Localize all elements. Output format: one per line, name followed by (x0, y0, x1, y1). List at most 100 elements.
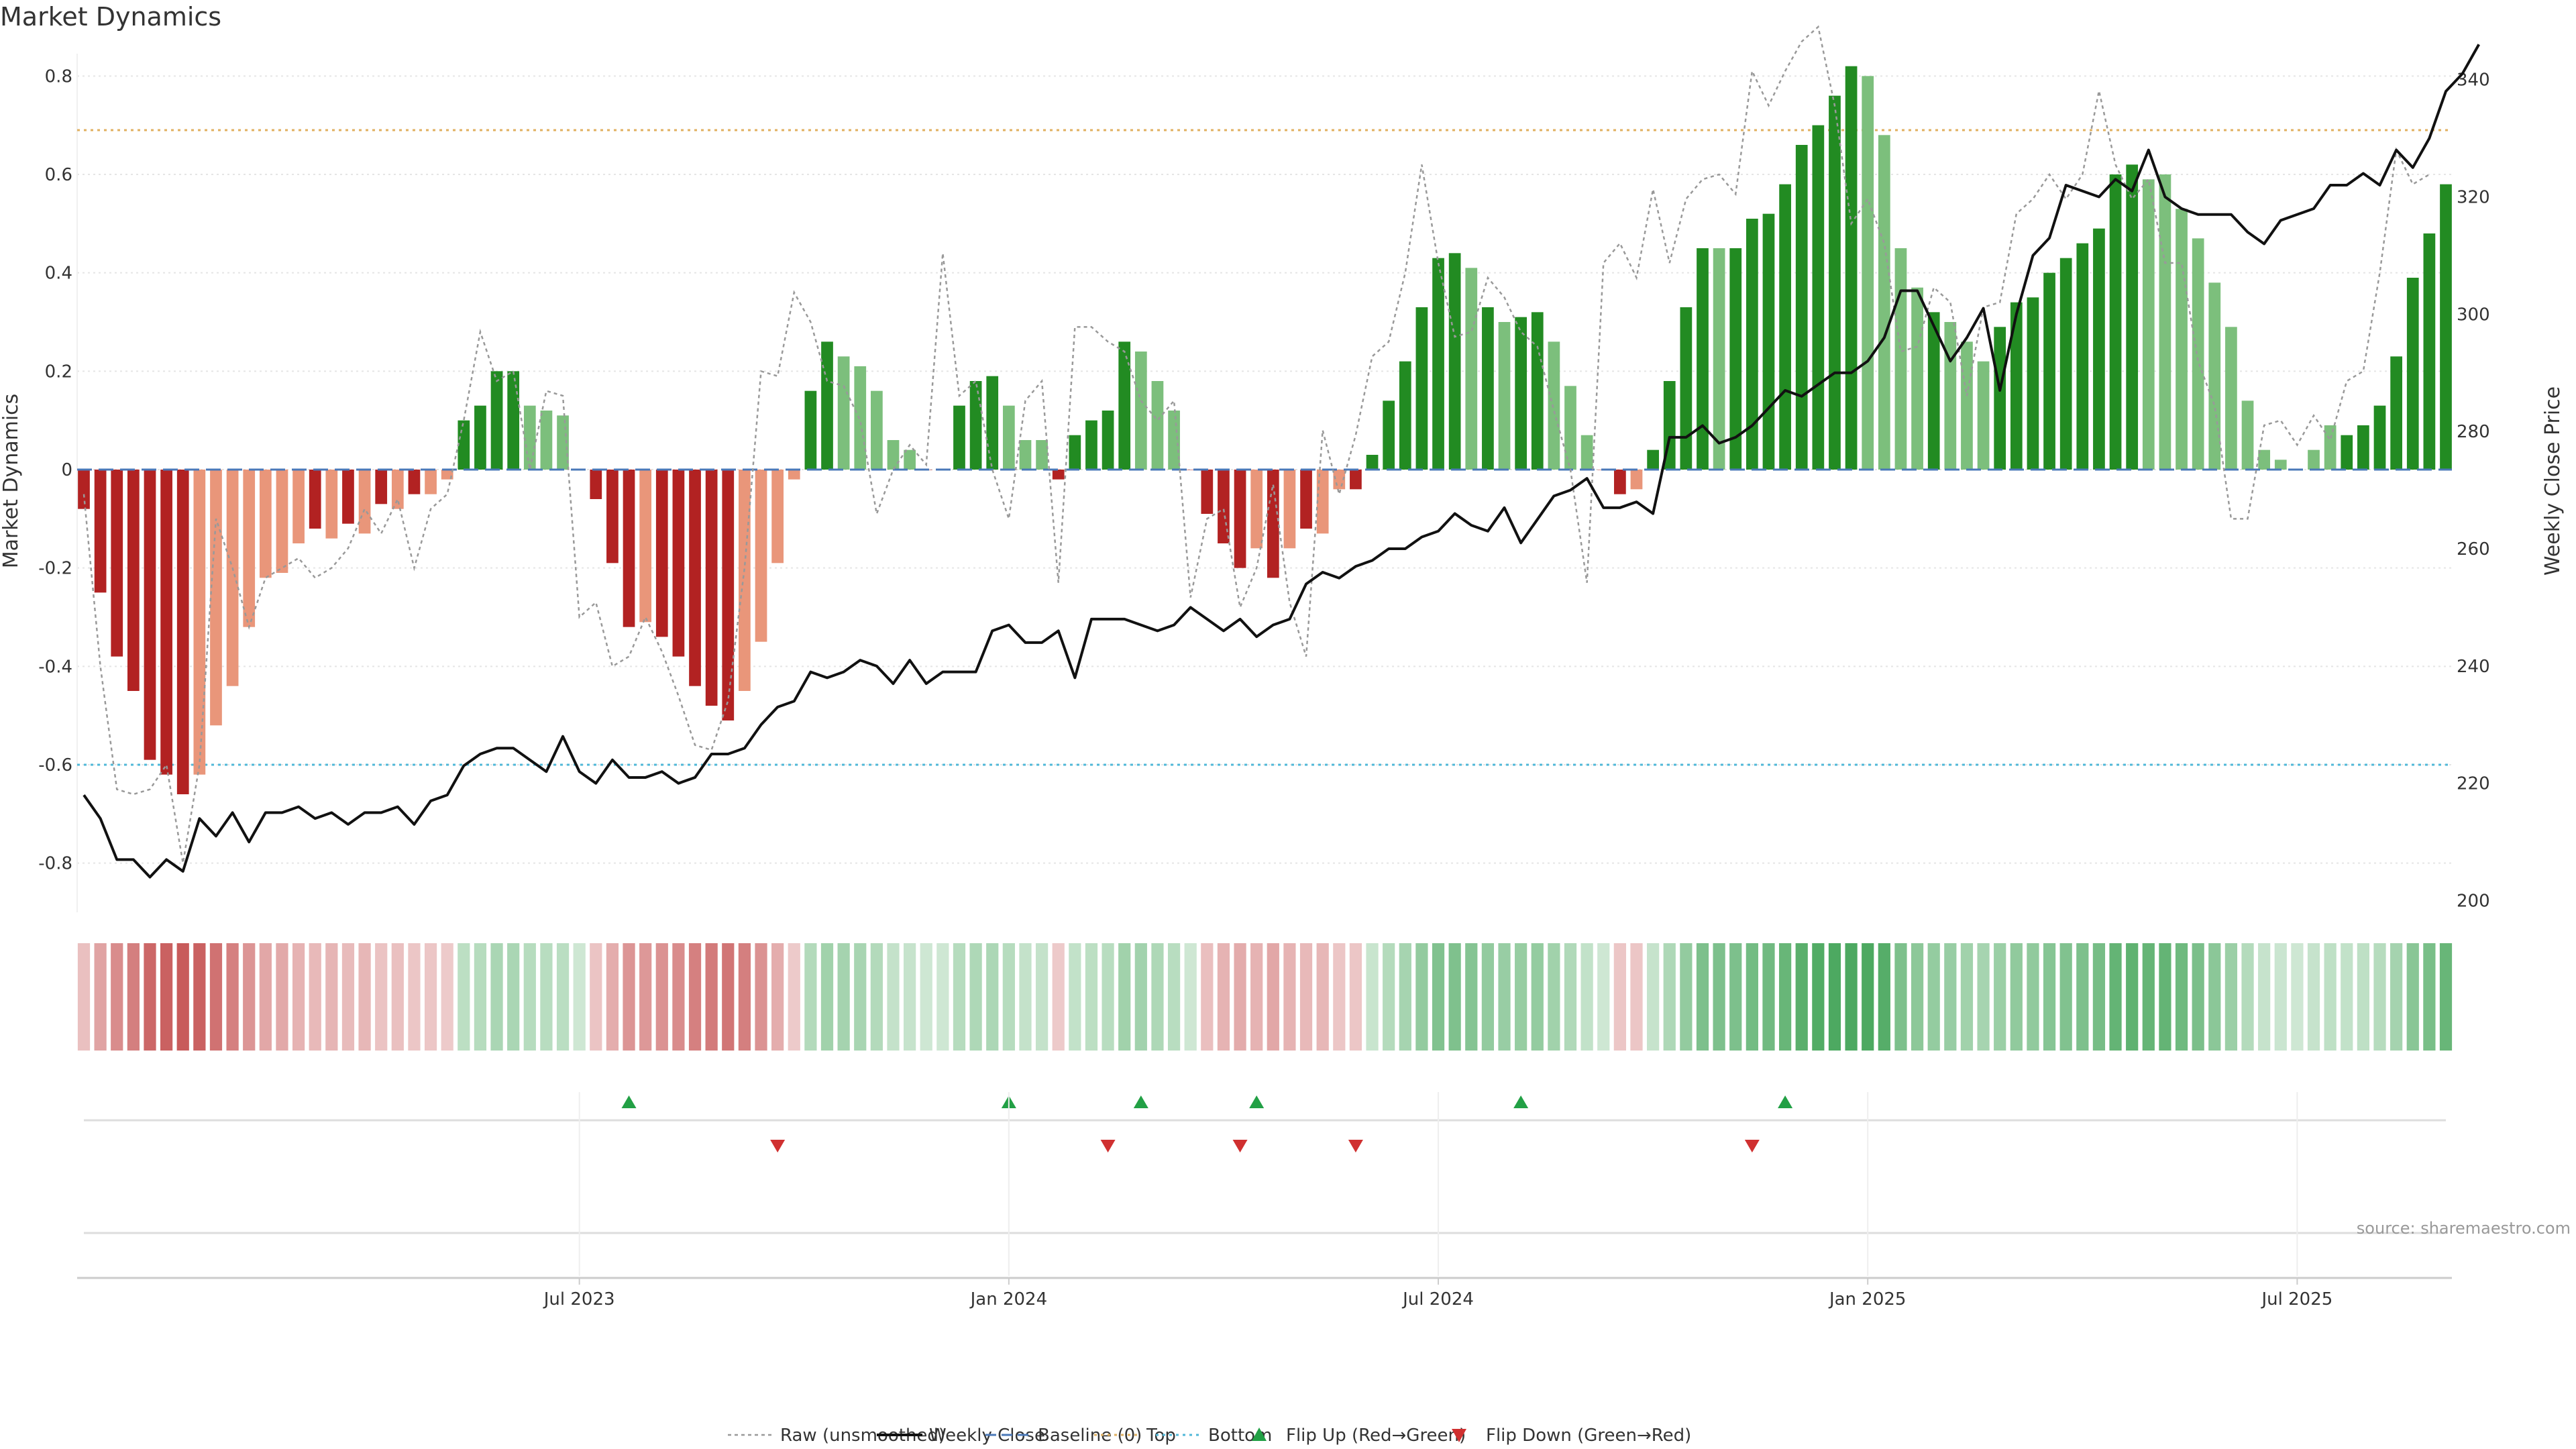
threshold-lines (77, 129, 2452, 766)
regime-cell (1613, 943, 1626, 1051)
regime-cell (1977, 943, 1990, 1051)
regime-cell (1548, 943, 1560, 1051)
dynamics-bar (2126, 164, 2139, 470)
regime-cell (2324, 943, 2337, 1051)
regime-cell (1878, 943, 1890, 1051)
legend-flip-up-swatch (1252, 1428, 1267, 1441)
dynamics-bar (1218, 470, 1230, 543)
dynamics-bar (176, 470, 189, 794)
regime-cell (1597, 943, 1610, 1051)
regime-cell (243, 943, 256, 1051)
dynamics-bar (160, 470, 172, 775)
regime-cell (1217, 943, 1230, 1051)
dynamics-bar (1680, 307, 1693, 470)
right-tick-label: 260 (2457, 539, 2490, 559)
dynamics-bar (458, 420, 470, 470)
dynamics-bar (2208, 282, 2221, 470)
x-tick-label: Jan 2025 (1828, 1289, 1907, 1309)
dynamics-bar (639, 470, 652, 623)
regime-cell (2357, 943, 2369, 1051)
regime-cell (2010, 943, 2023, 1051)
dynamics-bar (2241, 400, 2254, 470)
dynamics-bar (2109, 174, 2122, 470)
regime-cell (639, 943, 652, 1051)
dynamics-bar (1366, 455, 1379, 470)
regime-cell (1184, 943, 1197, 1051)
dynamics-bar (1845, 66, 1858, 470)
right-tick-label: 220 (2457, 774, 2490, 794)
dynamics-bar (342, 470, 354, 524)
regime-cell (820, 943, 834, 1051)
regime-cell (226, 943, 239, 1051)
regime-cell (1448, 943, 1461, 1051)
regime-cell (1812, 943, 1825, 1051)
regime-cell (722, 943, 735, 1051)
regime-cell (590, 943, 602, 1051)
regime-cell (2027, 943, 2039, 1051)
regime-cell (2373, 943, 2386, 1051)
dynamics-bar (1961, 341, 1973, 470)
regime-cell (1580, 943, 1593, 1051)
dynamics-bar (2059, 258, 2072, 470)
regime-cell (1283, 943, 1296, 1051)
dynamics-bar (210, 470, 222, 726)
regime-cell (2043, 943, 2056, 1051)
dynamics-bar (1316, 470, 1329, 534)
dynamics-bar (969, 381, 982, 470)
regime-cell (209, 943, 223, 1051)
regime-cell (1234, 943, 1246, 1051)
regime-cell (1515, 943, 1527, 1051)
regime-cell (1316, 943, 1329, 1051)
dynamics-bar (590, 470, 602, 499)
dynamics-bar (722, 470, 735, 720)
dynamics-bar (2324, 425, 2337, 470)
dynamics-bar (1614, 470, 1626, 494)
dynamics-bar (2258, 449, 2271, 470)
dynamics-bar (391, 470, 404, 509)
right-axis-label: Weekly Close Price (2541, 386, 2565, 576)
right-tick-label: 300 (2457, 305, 2490, 325)
regime-cell (540, 943, 553, 1051)
dynamics-bar (1399, 361, 1411, 470)
regime-cell (1134, 943, 1147, 1051)
regime-cell (276, 943, 288, 1051)
left-axis-label: Market Dynamics (0, 394, 23, 569)
dynamics-bar (1531, 312, 1544, 470)
dynamics-bar (2341, 435, 2353, 470)
dynamics-bar (1894, 248, 1907, 470)
legend-flip-down-swatch (1452, 1429, 1466, 1442)
regime-cell (1630, 943, 1643, 1051)
dynamics-bar (1927, 312, 1940, 470)
regime-cell (1250, 943, 1263, 1051)
legend-label: Baseline (0) (1038, 1426, 1142, 1446)
dynamics-bar (1515, 317, 1527, 470)
regime-cell (1713, 943, 1725, 1051)
x-tick-label: Jul 2023 (543, 1289, 615, 1309)
dynamics-bar (1234, 470, 1246, 568)
regime-cell (1085, 943, 1098, 1051)
regime-cell (788, 943, 800, 1051)
regime-cell (1035, 943, 1049, 1051)
raw-line (83, 25, 2430, 863)
regime-cell (1778, 943, 1792, 1051)
regime-cell (1118, 943, 1131, 1051)
regime-cell (1647, 943, 1660, 1051)
regime-strip (77, 943, 2453, 1051)
dynamics-bar (821, 341, 833, 470)
regime-cell (341, 943, 355, 1051)
dynamics-bar (1630, 470, 1643, 490)
dynamics-bar (1647, 449, 1659, 470)
legend-label: Flip Down (Green→Red) (1486, 1426, 1691, 1446)
left-tick-label: -0.6 (38, 755, 72, 775)
dynamics-bar (1862, 76, 1874, 470)
right-tick-label: 320 (2457, 188, 2490, 208)
regime-cell (1911, 943, 1924, 1051)
regime-cell (1762, 943, 1775, 1051)
regime-cell (144, 943, 156, 1051)
dynamics-bar (78, 470, 90, 509)
dynamics-bar (375, 470, 388, 504)
left-tick-label: -0.2 (38, 559, 72, 579)
